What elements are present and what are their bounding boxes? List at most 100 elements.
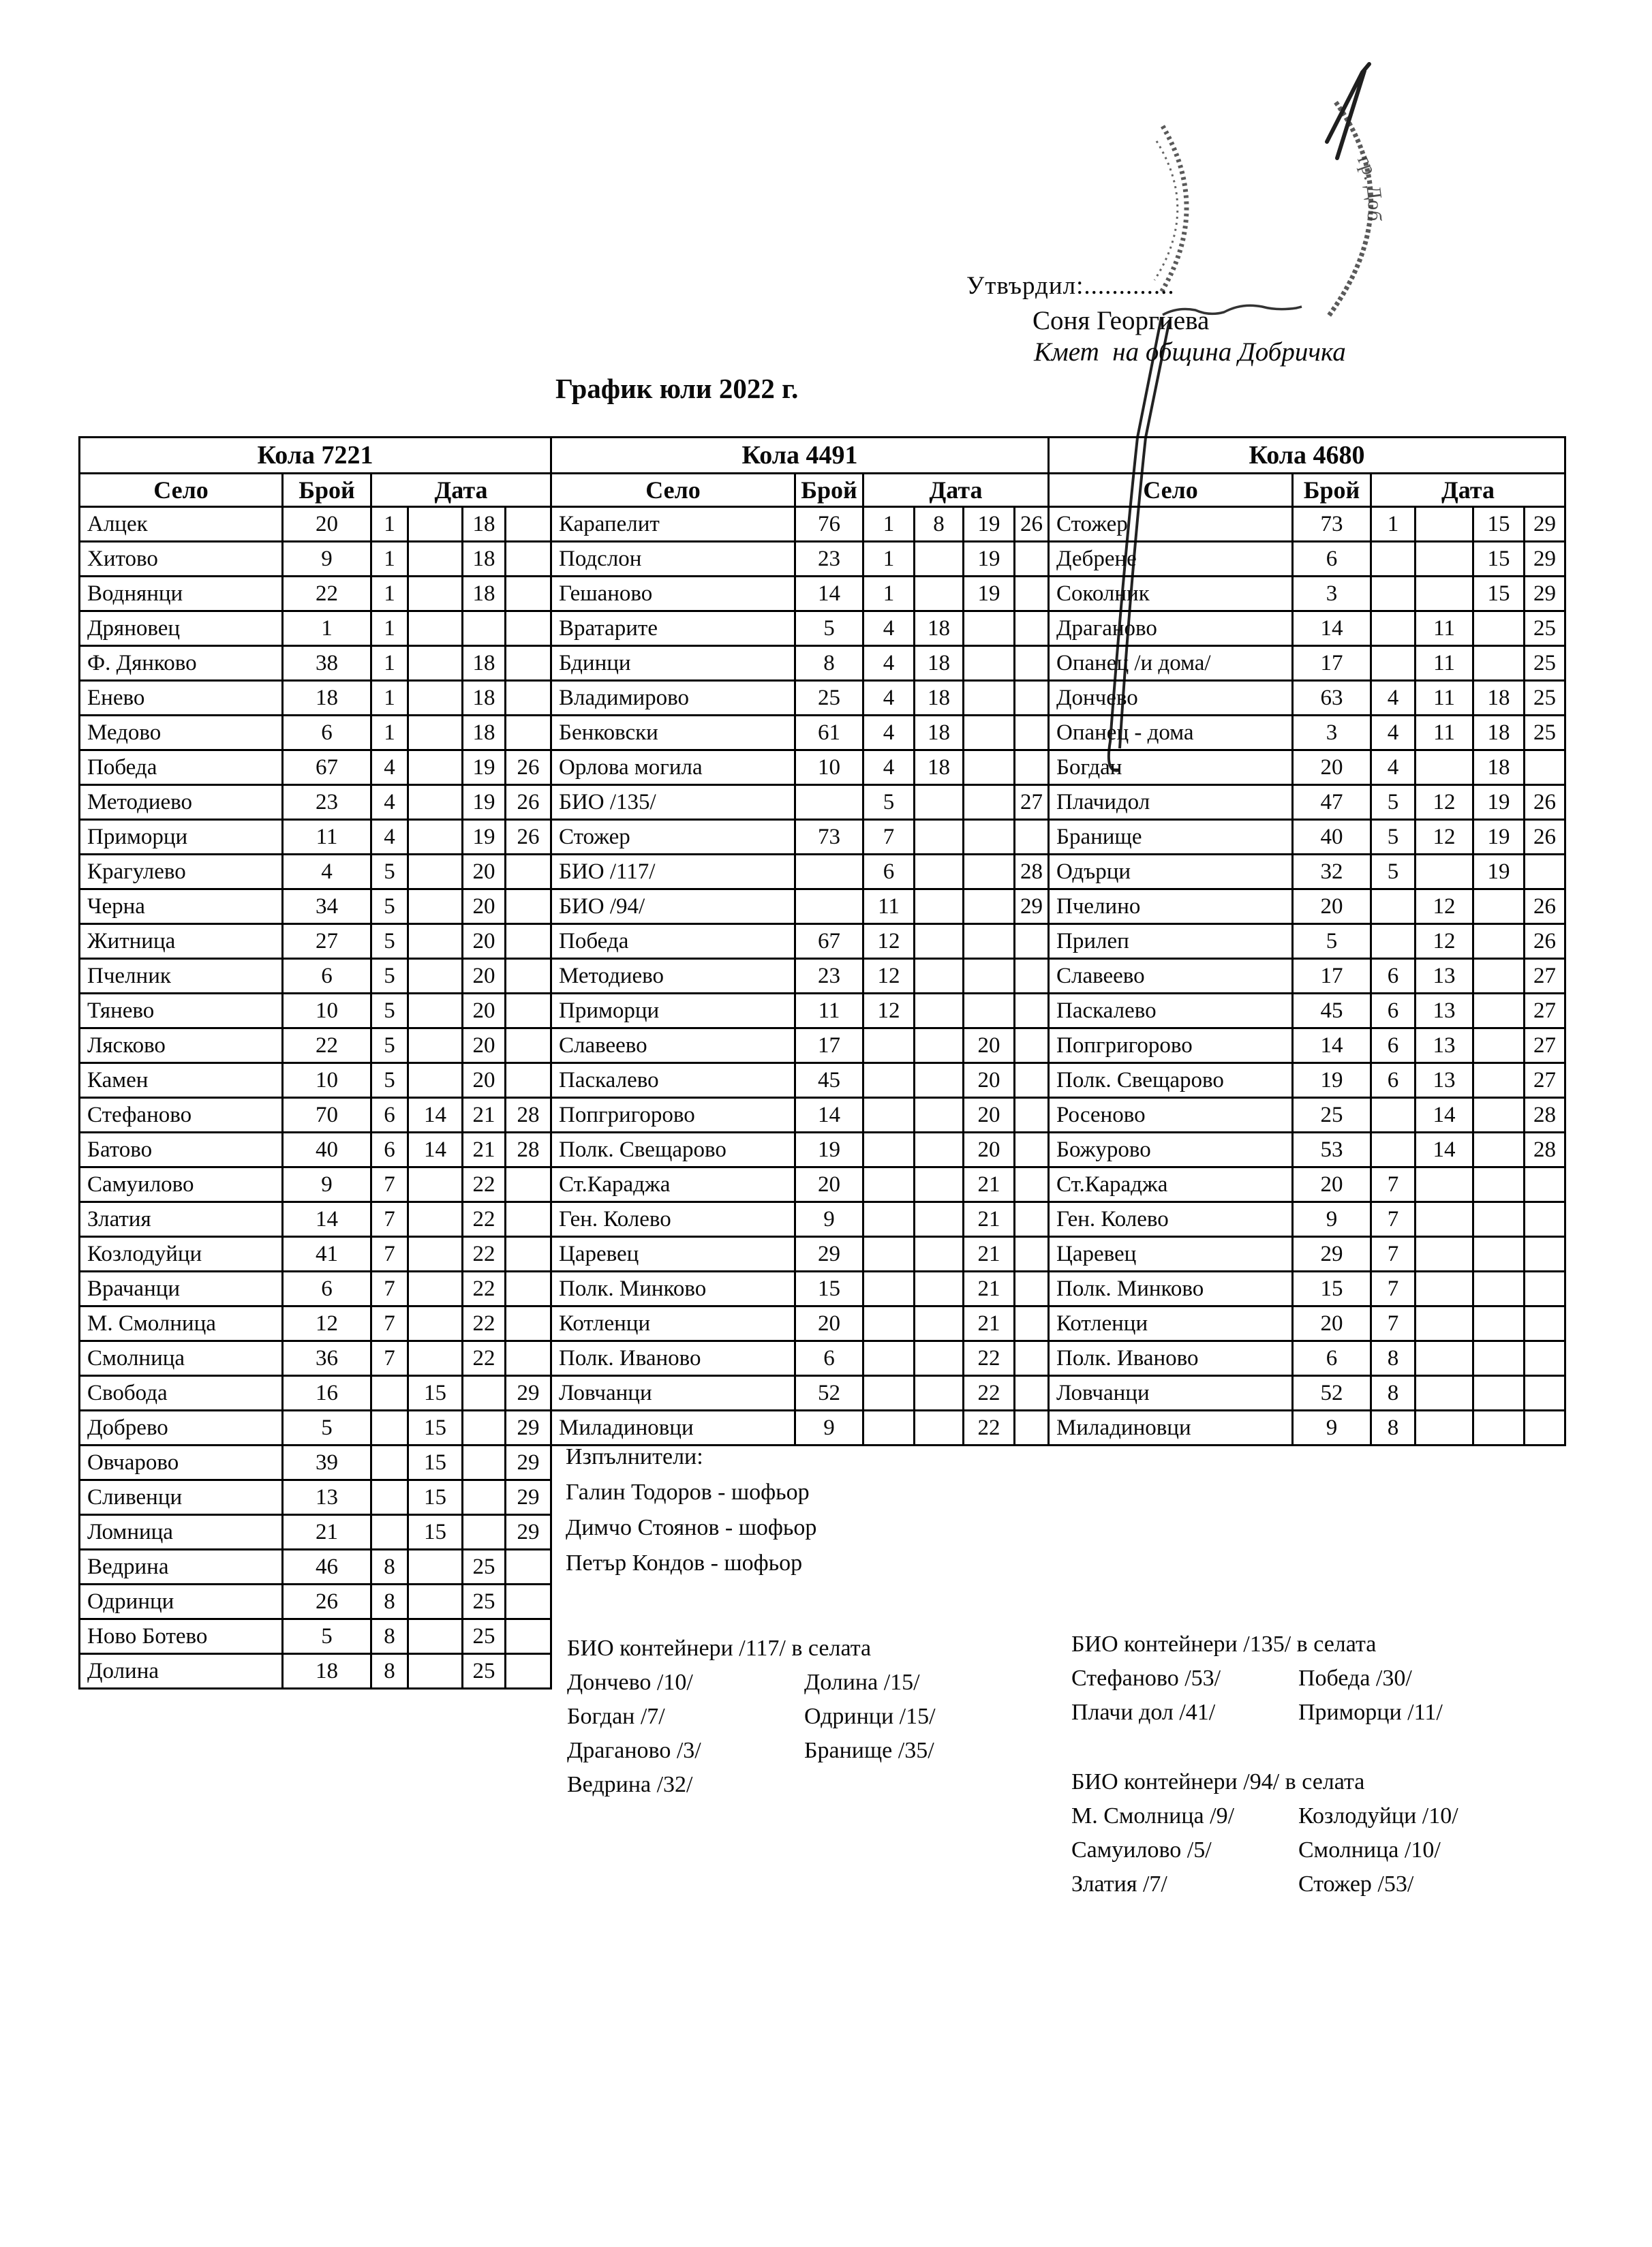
date-cell [1472,1305,1525,1342]
date-cell [504,958,553,994]
village-cell: Тянево [78,992,284,1029]
village-cell: Ломница [78,1514,284,1550]
table-row: Прилеп 5 12 26 [1047,923,1567,960]
bio-note-item: Драганово /3/ [567,1738,701,1763]
date-cell [913,888,964,925]
date-cell: 15 [407,1514,463,1550]
count-cell: 23 [281,784,372,821]
bio-note-item: Ведрина /32/ [567,1772,693,1797]
count-cell: 15 [1291,1270,1372,1307]
date-cell [913,1201,964,1238]
count-cell: 6 [794,1340,864,1377]
date-cell: 5 [1370,853,1416,890]
date-cell: 8 [370,1548,409,1585]
date-cell [370,1409,409,1446]
date-cell [913,540,964,577]
count-cell: 52 [794,1375,864,1411]
count-cell: 25 [1291,1097,1372,1133]
date-cell: 18 [1472,714,1525,751]
table-row: Хитово 9 1 18 [78,540,553,577]
date-cell [1523,1236,1567,1272]
date-cell: 25 [461,1618,506,1655]
count-cell: 23 [794,958,864,994]
date-cell: 26 [1013,506,1050,542]
date-cell: 4 [1370,749,1416,786]
village-cell: Владимирово [550,679,796,716]
village-cell: Божурово [1047,1131,1294,1168]
count-cell: 34 [281,888,372,925]
date-cell: 25 [1523,610,1567,647]
date-cell [913,575,964,612]
date-cell [962,888,1015,925]
date-cell [407,1027,463,1064]
bio-note-title: БИО контейнери /117/ в селата [567,1636,872,1661]
date-cell [1414,1166,1474,1203]
date-cell: 19 [962,575,1015,612]
count-cell: 22 [281,1027,372,1064]
date-cell [407,1305,463,1342]
count-cell: 18 [281,1653,372,1690]
count-cell: 1 [281,610,372,647]
date-cell: 5 [370,1027,409,1064]
count-cell: 76 [794,506,864,542]
count-cell: 41 [281,1236,372,1272]
date-cell [407,1548,463,1585]
date-cell [1013,992,1050,1029]
count-cell: 10 [281,1062,372,1099]
date-cell [407,714,463,751]
date-cell [504,714,553,751]
date-cell: 13 [1414,992,1474,1029]
date-cell: 18 [461,575,506,612]
date-cell [1370,610,1416,647]
date-cell [1013,1375,1050,1411]
count-cell: 20 [1291,749,1372,786]
count-cell: 5 [281,1618,372,1655]
date-cell [504,540,553,577]
table-row: Победа 67 12 [550,923,1050,960]
date-cell [407,853,463,890]
date-cell: 4 [862,714,915,751]
count-cell: 23 [794,540,864,577]
count-cell: 40 [1291,819,1372,855]
table-row: Стожер 73 1 15 29 [1047,506,1567,542]
date-cell [504,1236,553,1272]
date-cell: 4 [1370,679,1416,716]
date-cell: 12 [1414,888,1474,925]
table-row: Ген. Колево 9 21 [550,1201,1050,1238]
date-cell: 26 [1523,888,1567,925]
date-cell [407,1236,463,1272]
table-row: Победа 67 4 19 26 [78,749,553,786]
count-cell: 45 [794,1062,864,1099]
count-cell: 20 [1291,1305,1372,1342]
date-cell [1472,1236,1525,1272]
date-cell: 20 [962,1062,1015,1099]
village-cell: Одринци [78,1583,284,1620]
date-cell [1013,1340,1050,1377]
date-cell [862,1270,915,1307]
date-cell: 22 [461,1166,506,1203]
table-row: Приморци 11 4 19 26 [78,819,553,855]
approver-name: Соня Георгиева [1032,306,1210,335]
date-cell [1013,1131,1050,1168]
date-cell [1472,958,1525,994]
village-cell: Ловчанци [1047,1375,1294,1411]
table-row: Одринци 26 8 25 [78,1583,553,1620]
table-row: Бдинци 8 4 18 [550,645,1050,682]
count-cell: 5 [794,610,864,647]
date-cell [1013,679,1050,716]
village-cell: Паскалево [1047,992,1294,1029]
date-cell: 7 [370,1201,409,1238]
count-cell: 9 [1291,1409,1372,1446]
date-cell [1472,1062,1525,1099]
date-cell [407,540,463,577]
table-row: Опанец - дома 3 4 11 18 25 [1047,714,1567,751]
date-cell: 8 [370,1583,409,1620]
count-cell: 6 [281,1270,372,1307]
table-row: Ново Ботево 5 8 25 [78,1618,553,1655]
date-cell [962,853,1015,890]
bio-note-item: Приморци /11/ [1298,1700,1443,1725]
village-cell: Методиево [550,958,796,994]
date-cell: 29 [1523,540,1567,577]
count-cell: 13 [281,1479,372,1516]
date-cell: 12 [1414,819,1474,855]
